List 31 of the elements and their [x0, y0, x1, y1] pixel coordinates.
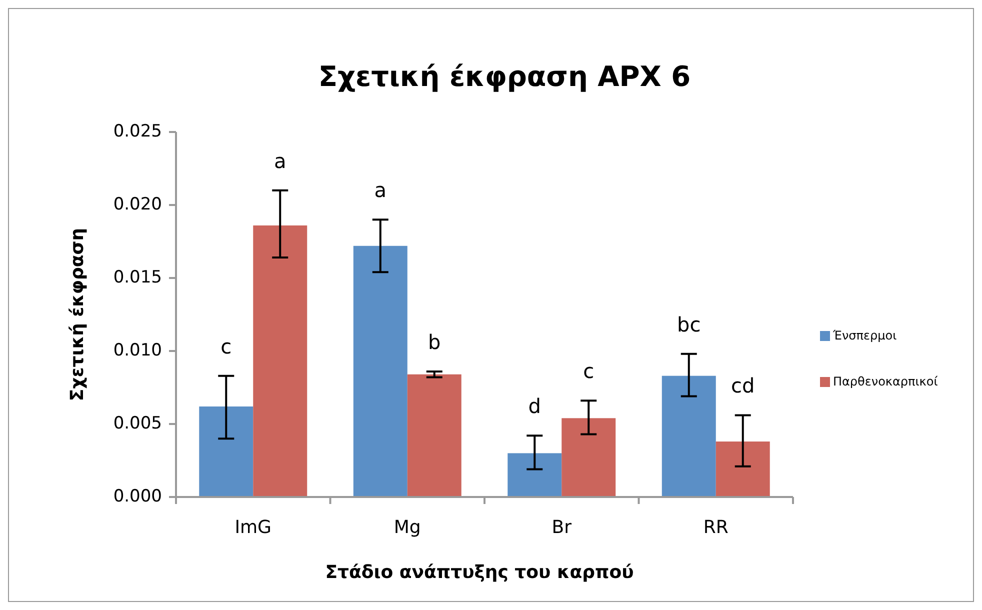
- bar: [253, 225, 308, 497]
- bar: [562, 418, 616, 497]
- x-axis-title: Στάδιο ανάπτυξης του καρπού: [325, 562, 634, 583]
- y-tick-label: 0.010: [113, 340, 162, 361]
- chart-title: Σχετική έκφραση APX 6: [318, 60, 691, 93]
- annotation: b: [428, 330, 441, 354]
- y-tick-label: 0.015: [113, 268, 162, 288]
- annotation: c: [220, 334, 232, 358]
- bar: [353, 246, 408, 497]
- annotation: bc: [677, 312, 701, 336]
- legend-label: Ένσπερμοι: [832, 328, 897, 342]
- annotation: cd: [731, 374, 755, 398]
- y-axis-title: Σχετική έκφραση: [67, 228, 88, 402]
- y-tick-label: 0.005: [113, 414, 162, 434]
- x-tick-label: ImG: [234, 517, 272, 538]
- annotation: c: [583, 359, 594, 384]
- bar: [662, 376, 716, 497]
- annotation: a: [374, 178, 387, 202]
- annotation: d: [528, 394, 541, 418]
- bar: [407, 374, 462, 497]
- legend-label: Παρθενοκαρπικοί: [833, 374, 938, 388]
- x-tick-label: Br: [552, 517, 572, 538]
- x-tick-label: RR: [703, 517, 728, 538]
- y-tick-label: 0.000: [113, 486, 162, 507]
- bar: [508, 453, 562, 497]
- bar: [716, 442, 770, 497]
- bar: [199, 406, 254, 497]
- annotation: a: [274, 148, 286, 173]
- x-tick-label: Mg: [394, 517, 421, 538]
- y-tick-label: 0.025: [113, 122, 162, 142]
- y-tick-label: 0.020: [113, 194, 162, 215]
